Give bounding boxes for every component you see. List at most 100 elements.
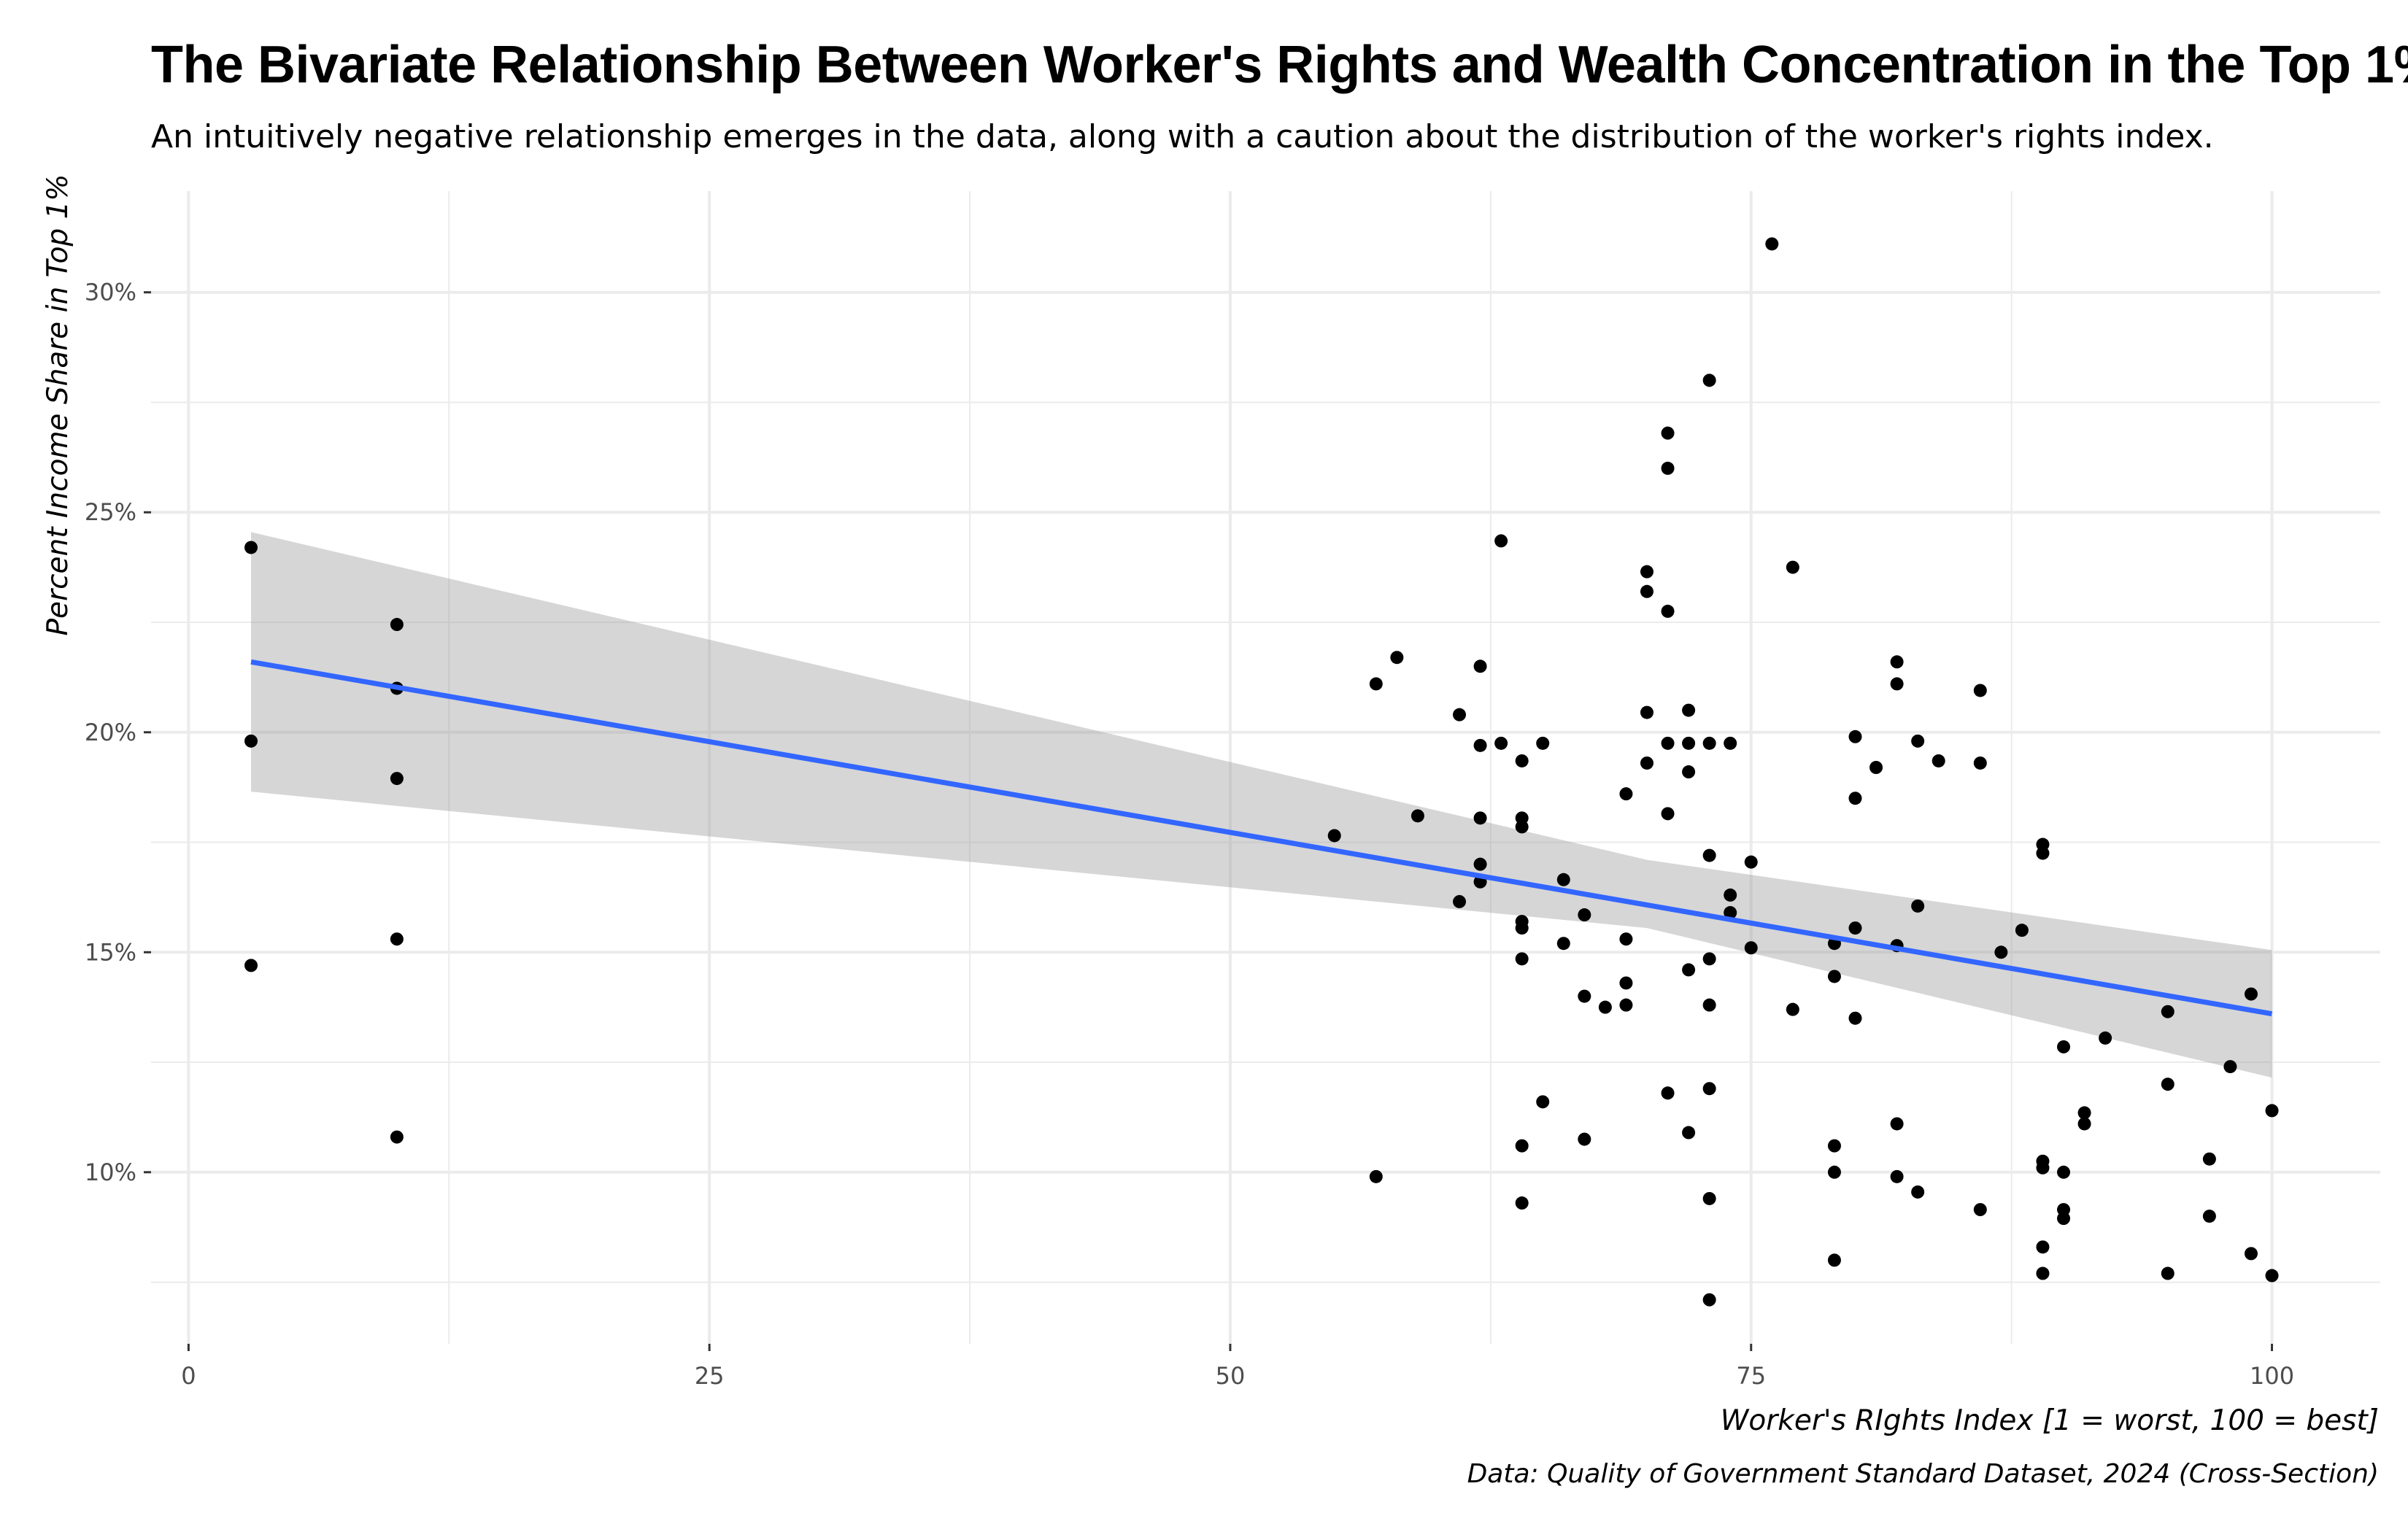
confidence-band-layer — [251, 532, 2272, 1078]
data-point — [1661, 461, 1675, 475]
chart-title: The Bivariate Relationship Between Worke… — [151, 36, 2408, 94]
data-point — [2161, 1078, 2174, 1091]
data-point — [2077, 1117, 2091, 1131]
data-point — [1973, 1203, 1987, 1217]
data-point — [2244, 1247, 2258, 1261]
x-tick-label: 100 — [2250, 1362, 2294, 1390]
data-point — [1619, 787, 1633, 801]
data-point — [2161, 1005, 2174, 1018]
data-point — [1578, 908, 1591, 922]
data-point — [1682, 736, 1696, 750]
data-point — [1702, 374, 1716, 387]
data-point — [1890, 677, 1904, 691]
data-point — [1827, 1139, 1841, 1153]
y-tick-label: 30% — [85, 279, 136, 306]
data-point — [2015, 924, 2029, 937]
fit-line-layer — [250, 659, 2273, 1017]
data-point — [1453, 708, 1467, 721]
data-point — [1702, 1191, 1716, 1205]
x-tick-label: 75 — [1736, 1362, 1766, 1390]
data-point — [244, 959, 258, 972]
data-point — [1765, 237, 1779, 251]
data-point — [1661, 426, 1675, 440]
data-point — [390, 618, 404, 632]
data-point — [2202, 1152, 2216, 1166]
data-point — [2099, 1031, 2112, 1045]
data-point — [2057, 1212, 2071, 1226]
data-point — [1848, 1011, 1862, 1025]
data-point — [1890, 655, 1904, 669]
data-point — [2036, 846, 2050, 860]
data-point — [1848, 921, 1862, 935]
data-point — [1973, 684, 1987, 697]
confidence-band — [251, 532, 2272, 1078]
y-tick-label: 15% — [85, 938, 136, 966]
data-point — [1515, 1196, 1529, 1210]
y-axis-label: Percent Income Share in Top 1% — [42, 174, 74, 636]
data-point — [2077, 1106, 2091, 1120]
y-tick-label: 25% — [85, 498, 136, 526]
data-point — [1827, 1253, 1841, 1267]
data-point — [1786, 1002, 1799, 1016]
regression-line — [250, 659, 2273, 1017]
data-point — [1515, 952, 1529, 966]
data-point — [390, 1130, 404, 1144]
data-point — [1619, 976, 1633, 990]
data-point — [1702, 1082, 1716, 1096]
x-tick-label: 0 — [181, 1362, 196, 1390]
data-point — [1473, 857, 1487, 871]
data-point — [1640, 565, 1653, 579]
data-point — [2036, 1161, 2050, 1175]
data-point — [1515, 820, 1529, 834]
data-point — [1702, 998, 1716, 1012]
y-tick-label: 10% — [85, 1158, 136, 1186]
data-point — [1494, 534, 1508, 548]
data-point — [1827, 1165, 1841, 1179]
data-point — [1848, 792, 1862, 805]
data-point — [1702, 952, 1716, 966]
data-point — [1724, 888, 1737, 902]
data-point — [1556, 873, 1570, 886]
data-point — [1411, 809, 1424, 823]
data-point — [1640, 584, 1653, 598]
x-axis-label: Worker's RIghts Index [1 = worst, 100 = … — [1721, 1404, 2379, 1437]
data-point — [1682, 963, 1696, 977]
data-point — [1994, 945, 2008, 959]
data-point — [1682, 703, 1696, 717]
data-point — [1640, 756, 1653, 770]
data-point — [2223, 1060, 2237, 1074]
data-point — [1911, 899, 1925, 913]
data-point — [1869, 761, 1883, 774]
data-point — [1702, 1293, 1716, 1307]
data-point — [1473, 811, 1487, 825]
data-point — [1327, 829, 1341, 843]
data-point — [1724, 906, 1737, 920]
data-point — [1578, 1132, 1591, 1146]
data-point — [1598, 1000, 1612, 1014]
data-point — [1453, 894, 1467, 908]
data-point — [1515, 754, 1529, 767]
data-point — [1619, 932, 1633, 946]
data-point — [1890, 1117, 1904, 1131]
data-source-caption: Data: Quality of Government Standard Dat… — [1467, 1459, 2379, 1489]
data-point — [1473, 659, 1487, 673]
axis-ticks: 0 25 50 75 100 10% 15% 20% 25% 30% — [85, 279, 2294, 1390]
data-point — [1911, 1185, 1925, 1199]
data-point — [1973, 756, 1987, 770]
minor-gridlines — [151, 191, 2380, 1344]
data-point — [1827, 970, 1841, 983]
data-point — [1369, 1169, 1383, 1183]
data-point — [1661, 807, 1675, 821]
data-point — [1473, 738, 1487, 752]
data-point — [2265, 1269, 2279, 1283]
data-point — [1744, 941, 1758, 955]
data-point — [1515, 921, 1529, 935]
data-point — [1390, 651, 1404, 665]
x-tick-label: 25 — [695, 1362, 725, 1390]
data-point — [1661, 1086, 1675, 1100]
data-point — [244, 734, 258, 748]
data-point — [1536, 736, 1550, 750]
chart-subtitle: An intuitively negative relationship eme… — [151, 118, 2214, 155]
data-point — [1702, 848, 1716, 862]
